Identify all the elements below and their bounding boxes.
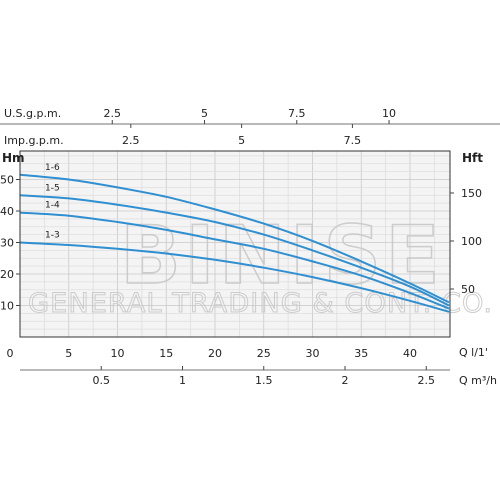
q-m3h-tick-label: 1.5 bbox=[255, 374, 273, 387]
imp-gpm-label: Imp.g.p.m. bbox=[4, 134, 64, 147]
imp-gpm-tick-label: 5 bbox=[238, 134, 245, 147]
hft-tick-label: 50 bbox=[461, 283, 475, 296]
hm-axis: 10 20 30 40 50 bbox=[0, 174, 20, 313]
watermark: BINISE GENERAL TRADING & CONT. CO. bbox=[28, 208, 493, 319]
q-lmin-axis: 0 5 10 15 20 25 30 35 40 bbox=[7, 347, 418, 360]
us-gpm-tick-label: 7.5 bbox=[288, 107, 306, 120]
plot-frame bbox=[19, 150, 451, 338]
q-m3h-tick-label: 2.5 bbox=[418, 374, 436, 387]
q-m3h-axis: 0.5 1 1.5 2 2.5 bbox=[93, 366, 436, 387]
q-m3h-tick-label: 1 bbox=[179, 374, 186, 387]
q-lmin-tick-label: 40 bbox=[403, 347, 417, 360]
watermark-sub-text: GENERAL TRADING & CONT. CO. bbox=[28, 288, 493, 319]
q-lmin-tick-label: 30 bbox=[306, 347, 320, 360]
us-gpm-tick-label: 10 bbox=[382, 107, 396, 120]
hm-tick-label: 50 bbox=[0, 174, 14, 187]
hm-tick-label: 40 bbox=[0, 205, 14, 218]
imp-gpm-tick-label: 7.5 bbox=[344, 134, 362, 147]
hm-tick-label: 20 bbox=[0, 268, 14, 281]
curve-label-1-4: 1-4 bbox=[45, 201, 60, 211]
q-lmin-tick-label: 15 bbox=[159, 347, 173, 360]
us-gpm-tick-label: 5 bbox=[201, 107, 208, 120]
us-gpm-label: U.S.g.p.m. bbox=[4, 107, 61, 120]
us-gpm-tick-label: 2.5 bbox=[104, 107, 122, 120]
curve-label-1-5: 1-5 bbox=[45, 183, 60, 193]
us-gpm-scale: U.S.g.p.m. 2.5 5 7.5 10 bbox=[0, 107, 500, 125]
q-lmin-tick-label: 10 bbox=[111, 347, 125, 360]
q-lmin-tick-label: 20 bbox=[208, 347, 222, 360]
q-m3h-tick-label: 2 bbox=[342, 374, 349, 387]
q-lmin-tick-label: 35 bbox=[354, 347, 368, 360]
hft-tick-label: 100 bbox=[461, 235, 482, 248]
curve-label-1-6: 1-6 bbox=[45, 163, 60, 173]
curve-label-1-3: 1-3 bbox=[45, 231, 60, 241]
watermark-main-text: BINISE bbox=[120, 209, 444, 302]
curve-1-4 bbox=[19, 211, 450, 310]
curve-1-3 bbox=[19, 241, 450, 313]
q-m3h-label: Q m³/h bbox=[459, 374, 497, 387]
q-lmin-tick-label: 0 bbox=[7, 347, 14, 360]
hm-tick-label: 30 bbox=[0, 237, 14, 250]
imp-gpm-tick-label: 2.5 bbox=[122, 134, 140, 147]
curve-1-5 bbox=[19, 194, 450, 307]
q-lmin-label: Q l/1' bbox=[459, 346, 488, 359]
curve-1-6 bbox=[19, 173, 450, 304]
hft-axis: 50 100 150 bbox=[450, 187, 482, 296]
curves: 1-6 1-5 1-4 1-3 bbox=[19, 163, 450, 313]
q-m3h-tick-label: 0.5 bbox=[93, 374, 111, 387]
hm-unit-label: Hm bbox=[2, 151, 25, 165]
hm-tick-label: 10 bbox=[0, 300, 14, 313]
q-lmin-tick-label: 25 bbox=[257, 347, 271, 360]
q-lmin-tick-label: 5 bbox=[65, 347, 72, 360]
hft-tick-label: 150 bbox=[461, 187, 482, 200]
imp-gpm-scale: Imp.g.p.m. 2.5 5 7.5 bbox=[4, 124, 361, 147]
hft-unit-label: Hft bbox=[462, 151, 483, 165]
